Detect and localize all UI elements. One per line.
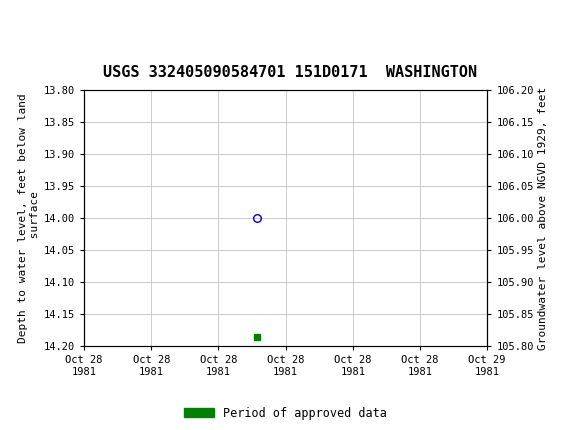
Y-axis label: Depth to water level, feet below land
 surface: Depth to water level, feet below land su… <box>18 93 39 343</box>
Text: USGS 332405090584701 151D0171  WASHINGTON: USGS 332405090584701 151D0171 WASHINGTON <box>103 65 477 80</box>
Text: USGS: USGS <box>42 11 93 29</box>
Y-axis label: Groundwater level above NGVD 1929, feet: Groundwater level above NGVD 1929, feet <box>538 86 548 350</box>
Legend: Period of approved data: Period of approved data <box>180 402 392 425</box>
